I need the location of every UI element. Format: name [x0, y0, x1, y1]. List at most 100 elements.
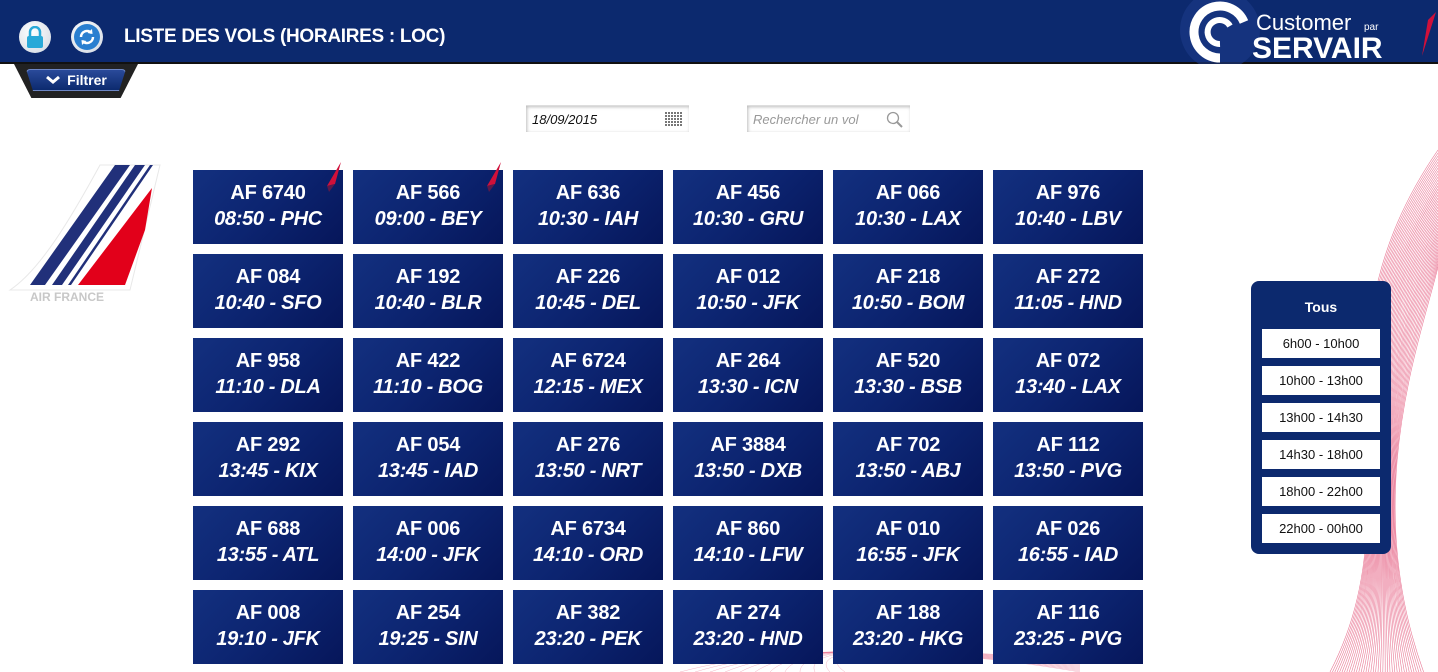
flight-tile[interactable]: AF 264 13:30 - ICN: [673, 338, 823, 412]
flight-number: AF 456: [715, 182, 781, 204]
flight-tile[interactable]: AF 218 10:50 - BOM: [833, 254, 983, 328]
flight-time-destination: 10:30 - LAX: [855, 208, 961, 230]
filter-label: Filtrer: [67, 72, 107, 88]
search-input[interactable]: Rechercher un vol: [747, 105, 910, 132]
flight-tile[interactable]: AF 6734 14:10 - ORD: [513, 506, 663, 580]
flight-time-destination: 11:05 - HND: [1014, 292, 1122, 314]
flight-number: AF 6740: [230, 182, 306, 204]
calendar-icon[interactable]: [665, 111, 683, 128]
time-slot-button[interactable]: 22h00 - 00h00: [1262, 514, 1380, 543]
search-icon[interactable]: [886, 111, 904, 129]
flight-tile[interactable]: AF 112 13:50 - PVG: [993, 422, 1143, 496]
flight-tile[interactable]: AF 254 19:25 - SIN: [353, 590, 503, 664]
flight-number: AF 976: [1035, 182, 1101, 204]
svg-text:SERVAIR: SERVAIR: [1252, 32, 1383, 64]
flight-time-destination: 12:15 - MEX: [533, 376, 643, 398]
flight-time-destination: 08:50 - PHC: [214, 208, 322, 230]
flight-number: AF 272: [1035, 266, 1101, 288]
flight-number: AF 636: [555, 182, 621, 204]
flight-tile[interactable]: AF 382 23:20 - PEK: [513, 590, 663, 664]
flight-tile[interactable]: AF 188 23:20 - HKG: [833, 590, 983, 664]
flight-tile[interactable]: AF 084 10:40 - SFO: [193, 254, 343, 328]
refresh-button[interactable]: [71, 21, 103, 53]
flight-time-destination: 16:55 - JFK: [856, 544, 960, 566]
flight-number: AF 226: [555, 266, 621, 288]
flight-time-destination: 13:50 - DXB: [694, 460, 802, 482]
flight-number: AF 010: [875, 518, 941, 540]
flight-tile[interactable]: AF 026 16:55 - IAD: [993, 506, 1143, 580]
flight-number: AF 218: [875, 266, 941, 288]
time-slot-button[interactable]: 18h00 - 22h00: [1262, 477, 1380, 506]
flight-time-destination: 19:25 - SIN: [378, 628, 478, 650]
flight-tile[interactable]: AF 456 10:30 - GRU: [673, 170, 823, 244]
flight-number: AF 382: [555, 602, 621, 624]
flight-tile[interactable]: AF 688 13:55 - ATL: [193, 506, 343, 580]
flight-number: AF 292: [235, 434, 301, 456]
lock-button[interactable]: [19, 21, 51, 53]
logo-text-customer: Customer: [1256, 10, 1351, 35]
flight-tile[interactable]: AF 054 13:45 - IAD: [353, 422, 503, 496]
flight-tile[interactable]: AF 520 13:30 - BSB: [833, 338, 983, 412]
time-slot-button[interactable]: 10h00 - 13h00: [1262, 366, 1380, 395]
flight-time-destination: 10:40 - LBV: [1015, 208, 1121, 230]
flight-time-destination: 13:45 - KIX: [218, 460, 318, 482]
flight-number: AF 264: [715, 350, 781, 372]
time-filter-all[interactable]: Tous: [1304, 299, 1338, 315]
time-slot-button[interactable]: 6h00 - 10h00: [1262, 329, 1380, 358]
flight-tile[interactable]: AF 008 19:10 - JFK: [193, 590, 343, 664]
flight-tile[interactable]: AF 6724 12:15 - MEX: [513, 338, 663, 412]
flight-number: AF 3884: [710, 434, 786, 456]
flight-tile[interactable]: AF 272 11:05 - HND: [993, 254, 1143, 328]
flight-number: AF 254: [395, 602, 461, 624]
flight-time-destination: 11:10 - DLA: [215, 376, 321, 398]
flight-tile[interactable]: AF 116 23:25 - PVG: [993, 590, 1143, 664]
flight-tile[interactable]: AF 702 13:50 - ABJ: [833, 422, 983, 496]
flight-tile[interactable]: AF 012 10:50 - JFK: [673, 254, 823, 328]
flight-number: AF 072: [1035, 350, 1101, 372]
flight-number: AF 026: [1035, 518, 1101, 540]
time-slot-button[interactable]: 13h00 - 14h30: [1262, 403, 1380, 432]
flight-time-destination: 10:40 - SFO: [214, 292, 322, 314]
air-france-tail-logo: [8, 164, 161, 291]
flight-number: AF 6734: [550, 518, 626, 540]
flight-time-destination: 10:30 - IAH: [537, 208, 639, 230]
flight-tile[interactable]: AF 226 10:45 - DEL: [513, 254, 663, 328]
filter-button[interactable]: Filtrer: [26, 69, 126, 91]
servair-flag-icon: [487, 162, 501, 192]
flight-tile[interactable]: AF 066 10:30 - LAX: [833, 170, 983, 244]
flight-time-destination: 23:20 - HKG: [852, 628, 964, 650]
flight-time-destination: 23:25 - PVG: [1014, 628, 1122, 650]
flight-time-destination: 23:20 - HND: [693, 628, 803, 650]
flight-tile[interactable]: AF 010 16:55 - JFK: [833, 506, 983, 580]
flight-number: AF 958: [235, 350, 301, 372]
flight-number: AF 274: [715, 602, 781, 624]
flight-tile[interactable]: AF 976 10:40 - LBV: [993, 170, 1143, 244]
flight-tile[interactable]: AF 6740 08:50 - PHC: [193, 162, 343, 244]
time-filter-panel: Tous 6h00 - 10h00 10h00 - 13h00 13h00 - 14…: [1251, 281, 1391, 554]
svg-text:par: par: [1364, 22, 1379, 33]
flight-tile[interactable]: AF 292 13:45 - KIX: [193, 422, 343, 496]
flight-tile[interactable]: AF 072 13:40 - LAX: [993, 338, 1143, 412]
flight-tile[interactable]: AF 3884 13:50 - DXB: [673, 422, 823, 496]
flight-tile[interactable]: AF 006 14:00 - JFK: [353, 506, 503, 580]
flight-number: AF 702: [875, 434, 941, 456]
flight-number: AF 860: [715, 518, 781, 540]
date-field[interactable]: 18/09/2015: [526, 105, 689, 132]
search-placeholder: Rechercher un vol: [753, 111, 859, 127]
flight-tile[interactable]: AF 422 11:10 - BOG: [353, 338, 503, 412]
time-slot-button[interactable]: 14h30 - 18h00: [1262, 440, 1380, 469]
page-title: LISTE DES VOLS (HORAIRES : LOC): [124, 26, 446, 47]
flight-number: AF 566: [395, 182, 461, 204]
chevron-down-icon: [46, 75, 61, 84]
flight-number: AF 116: [1036, 602, 1100, 624]
flight-time-destination: 14:00 - JFK: [376, 544, 480, 566]
flight-tile[interactable]: AF 274 23:20 - HND: [673, 590, 823, 664]
flight-tile[interactable]: AF 276 13:50 - NRT: [513, 422, 663, 496]
flight-tile[interactable]: AF 192 10:40 - BLR: [353, 254, 503, 328]
flight-tile[interactable]: AF 566 09:00 - BEY: [353, 162, 503, 244]
flight-tile[interactable]: AF 636 10:30 - IAH: [513, 170, 663, 244]
refresh-icon: [74, 24, 100, 50]
flight-tile[interactable]: AF 860 14:10 - LFW: [673, 506, 823, 580]
flight-number: AF 188: [875, 602, 941, 624]
flight-tile[interactable]: AF 958 11:10 - DLA: [193, 338, 343, 412]
